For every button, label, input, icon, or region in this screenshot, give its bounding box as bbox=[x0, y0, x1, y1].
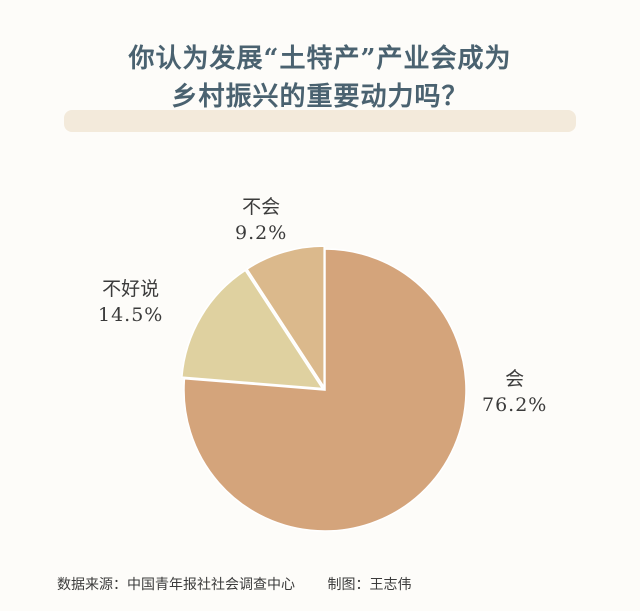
slice-label-buhaoshuo-name: 不好说 bbox=[102, 278, 160, 300]
pie-slice-1 bbox=[181, 269, 324, 390]
slice-label-buhui-value: 9.2% bbox=[235, 222, 288, 244]
slice-label-hui: 会 76.2% bbox=[482, 366, 547, 418]
title-underline-bar bbox=[64, 110, 576, 132]
footer: 数据来源：中国青年报社社会调查中心 制图：王志伟 bbox=[57, 574, 439, 594]
chart-author: 制图：王志伟 bbox=[327, 577, 412, 593]
chart-title-line-2: 乡村振兴的重要动力吗？ bbox=[171, 82, 469, 112]
slice-label-buhaoshuo: 不好说 14.5% bbox=[98, 276, 163, 328]
chart-title-line-1: 你认为发展“土特产”产业会成为 bbox=[128, 44, 512, 74]
slice-label-buhui-name: 不会 bbox=[242, 196, 281, 218]
slice-label-buhaoshuo-value: 14.5% bbox=[98, 304, 164, 326]
data-source: 数据来源：中国青年报社社会调查中心 bbox=[57, 577, 295, 593]
slice-label-hui-name: 会 bbox=[505, 368, 525, 390]
pie-slice-2 bbox=[245, 245, 325, 390]
slice-label-hui-value: 76.2% bbox=[482, 394, 548, 416]
pie-slice-0 bbox=[183, 248, 467, 532]
slice-label-buhui: 不会 9.2% bbox=[235, 194, 287, 246]
